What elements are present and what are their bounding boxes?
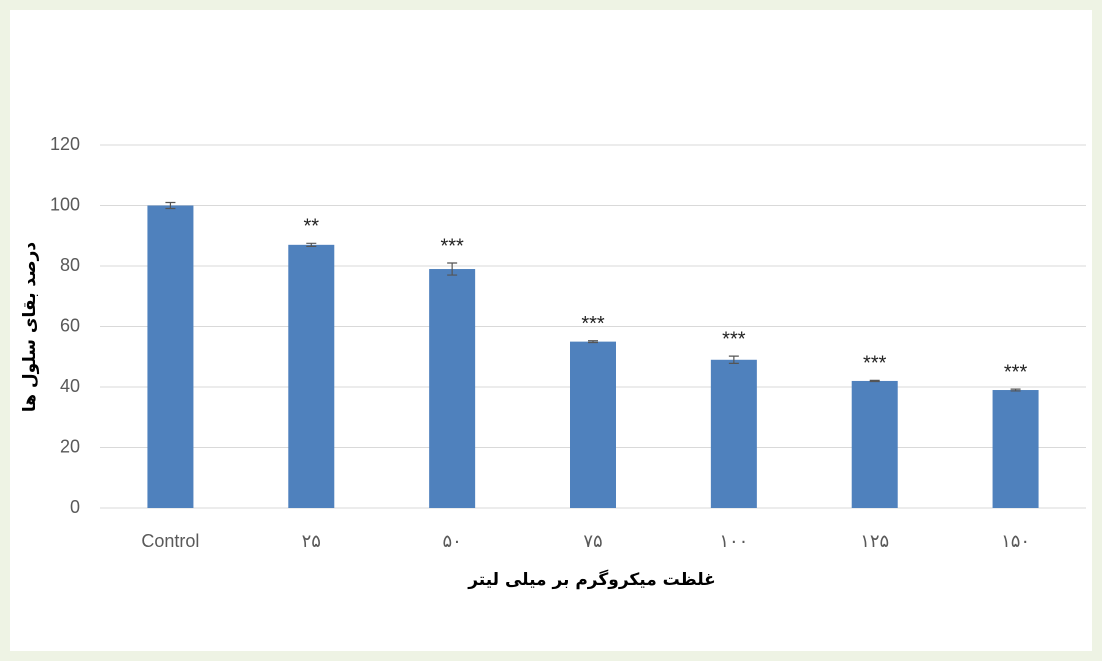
error-bar: [588, 340, 598, 344]
error-bar: [1010, 388, 1021, 392]
x-tick-label: ۵۰: [442, 531, 461, 551]
x-tick-label: Control: [141, 531, 199, 551]
x-tick-label: ۲۵: [302, 531, 321, 551]
y-tick-label: 100: [50, 194, 80, 214]
y-tick-label: 20: [60, 436, 80, 456]
y-axis-label: درصد بقای سلول ها: [20, 242, 40, 413]
error-bar: [869, 379, 880, 383]
y-tick-label: 0: [70, 497, 80, 517]
significance-label: ***: [863, 353, 887, 375]
error-bar: [165, 201, 176, 210]
significance-label: ***: [1004, 361, 1028, 383]
bar: [147, 205, 194, 508]
error-bar: [306, 242, 317, 247]
x-tick-label: ۷۵: [583, 531, 602, 551]
significance-label: ***: [581, 313, 605, 335]
error-bar: [447, 262, 458, 276]
x-axis-label: غلظت میکروگرم بر میلی لیتر: [467, 569, 716, 590]
bar: [851, 380, 898, 508]
y-tick-label: 120: [50, 134, 80, 154]
error-bar: [728, 355, 739, 365]
bar: [710, 359, 757, 508]
bar: [570, 341, 616, 508]
y-tick-label: 80: [60, 255, 80, 275]
significance-label: ***: [722, 328, 746, 350]
bar: [992, 390, 1039, 508]
x-tick-label: ۱۰۰: [719, 531, 748, 551]
y-tick-label: 40: [60, 376, 80, 396]
y-tick-label: 60: [60, 315, 80, 335]
bar: [429, 269, 476, 508]
significance-label: **: [303, 216, 319, 238]
x-tick-label: ۱۵۰: [1001, 531, 1030, 551]
x-tick-label: ۱۲۵: [860, 531, 889, 551]
significance-label: ***: [440, 235, 464, 257]
bar: [288, 244, 335, 508]
